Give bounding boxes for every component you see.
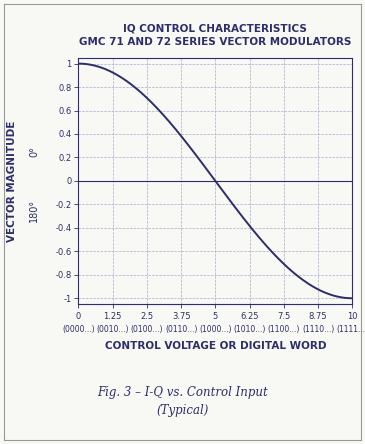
Text: 7.5: 7.5 xyxy=(277,312,291,321)
Text: 3.75: 3.75 xyxy=(172,312,191,321)
Text: (1100...): (1100...) xyxy=(268,325,300,334)
Text: 1.25: 1.25 xyxy=(104,312,122,321)
Text: (0110...): (0110...) xyxy=(165,325,197,334)
Text: Fig. 3 – I-Q vs. Control Input
(Typical): Fig. 3 – I-Q vs. Control Input (Typical) xyxy=(97,386,268,417)
Text: (1000...): (1000...) xyxy=(199,325,232,334)
Text: CONTROL VOLTAGE OR DIGITAL WORD: CONTROL VOLTAGE OR DIGITAL WORD xyxy=(105,341,326,351)
Text: (0000...): (0000...) xyxy=(62,325,95,334)
Text: 5: 5 xyxy=(213,312,218,321)
Text: (1111...): (1111...) xyxy=(336,325,365,334)
Text: (0010...): (0010...) xyxy=(96,325,129,334)
Text: 8.75: 8.75 xyxy=(309,312,327,321)
Text: IQ CONTROL CHARACTERISTICS
GMC 71 AND 72 SERIES VECTOR MODULATORS: IQ CONTROL CHARACTERISTICS GMC 71 AND 72… xyxy=(79,24,351,47)
Text: 10: 10 xyxy=(347,312,357,321)
Text: 180°: 180° xyxy=(29,199,39,222)
Text: (1110...): (1110...) xyxy=(302,325,334,334)
Text: 0: 0 xyxy=(76,312,81,321)
Text: VECTOR MAGNITUDE: VECTOR MAGNITUDE xyxy=(7,120,17,242)
Text: (0100...): (0100...) xyxy=(131,325,163,334)
Text: 6.25: 6.25 xyxy=(240,312,259,321)
Text: 0°: 0° xyxy=(29,146,39,157)
Text: (1010...): (1010...) xyxy=(233,325,266,334)
Text: 2.5: 2.5 xyxy=(141,312,153,321)
